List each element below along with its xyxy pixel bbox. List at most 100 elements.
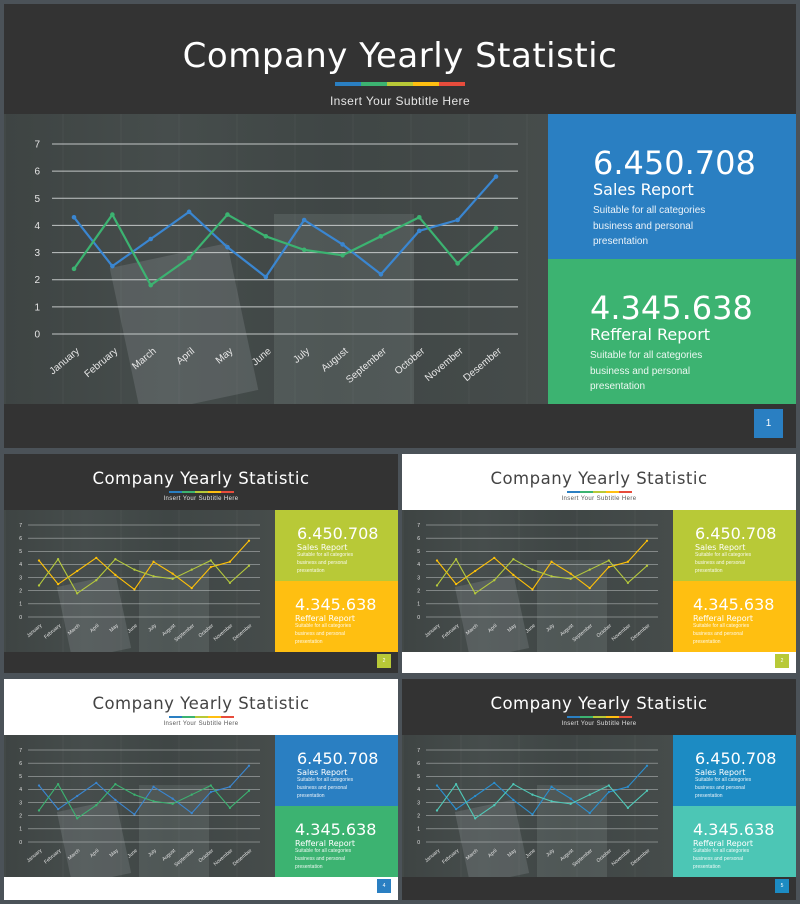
sales-title: Sales Report <box>695 768 746 777</box>
y-tick-label: 0 <box>417 615 420 621</box>
data-point <box>435 809 439 812</box>
data-point <box>171 577 174 581</box>
y-tick-label: 7 <box>19 523 22 529</box>
data-point <box>416 214 422 220</box>
series-line <box>436 540 648 590</box>
data-point <box>454 783 458 786</box>
x-tick-label: September <box>571 623 594 644</box>
data-point <box>512 783 515 786</box>
slide-title: Company Yearly Statistic <box>490 694 708 713</box>
chart-area: 0 1 2 3 4 5 6 7 January February March April May June… <box>402 735 673 877</box>
data-point <box>76 592 79 595</box>
x-tick-label: July <box>545 623 556 634</box>
y-tick-label: 6 <box>417 536 420 542</box>
data-point <box>171 572 174 575</box>
data-point <box>512 798 515 802</box>
data-point <box>71 214 77 220</box>
slide-title: Company Yearly Statistic <box>92 469 310 488</box>
data-point <box>209 559 212 562</box>
x-tick-label: April <box>487 848 499 859</box>
sales-value: 6.450.708 <box>695 749 777 768</box>
refferal-description: Suitable for all categories business and… <box>693 848 750 870</box>
slide-subtitle: Insert Your Subtitle Here <box>561 721 637 727</box>
data-point <box>645 564 649 567</box>
y-tick-label: 0 <box>19 840 22 846</box>
data-point <box>110 263 115 269</box>
refferal-value: 4.345.638 <box>590 289 753 327</box>
data-point <box>190 568 193 571</box>
x-tick-label: June <box>127 848 139 860</box>
refferal-value: 4.345.638 <box>295 595 377 614</box>
data-point <box>569 572 572 575</box>
data-point <box>531 588 534 591</box>
data-point <box>95 556 98 560</box>
slide-footer <box>4 404 796 448</box>
x-tick-label: August <box>161 848 177 863</box>
data-point <box>416 228 422 234</box>
y-tick-label: 3 <box>19 800 22 806</box>
x-tick-label: May <box>109 848 120 859</box>
refferal-report-panel: 4.345.638 Refferal Report Suitable for a… <box>673 581 796 652</box>
data-point <box>209 565 212 569</box>
y-tick-label: 4 <box>34 221 40 232</box>
series-line <box>73 175 497 279</box>
data-point <box>493 579 496 582</box>
y-tick-label: 5 <box>417 774 420 780</box>
data-point <box>493 804 496 807</box>
data-point <box>247 539 251 542</box>
y-tick-label: 2 <box>417 588 420 594</box>
data-point <box>645 764 649 767</box>
y-tick-label: 3 <box>19 575 22 581</box>
x-tick-label: March <box>130 346 158 372</box>
x-tick-label: Desember <box>232 623 254 643</box>
slide-footer <box>402 877 796 900</box>
y-tick-label: 2 <box>417 813 420 819</box>
y-tick-label: 7 <box>417 748 420 754</box>
refferal-title: Refferal Report <box>693 839 754 848</box>
x-tick-label: March <box>67 848 82 862</box>
data-point <box>569 802 572 806</box>
x-tick-label: September <box>173 848 196 869</box>
data-point <box>569 797 572 800</box>
series-line <box>436 765 648 815</box>
x-tick-label: May <box>214 346 236 367</box>
data-point <box>247 764 251 767</box>
sales-report-panel: 6.450.708 Sales Report Suitable for all … <box>275 510 398 581</box>
thumbnail-slide-3: Company Yearly Statistic Insert Your Sub… <box>4 679 398 900</box>
data-point <box>152 785 155 788</box>
series-line <box>38 540 250 590</box>
data-point <box>263 233 269 239</box>
data-point <box>37 784 41 787</box>
data-point <box>76 569 79 573</box>
accent-bar <box>566 716 632 718</box>
y-tick-label: 2 <box>34 275 40 286</box>
sales-report-panel: 6.450.708 Sales Report Suitable for all … <box>673 510 796 581</box>
slide-subtitle: Insert Your Subtitle Here <box>163 496 239 502</box>
data-point <box>148 282 154 288</box>
refferal-title: Refferal Report <box>693 614 754 623</box>
y-tick-label: 6 <box>34 167 40 178</box>
x-tick-label: January <box>26 848 44 864</box>
sales-value: 6.450.708 <box>695 524 777 543</box>
data-point <box>493 781 496 785</box>
slide-subtitle: Insert Your Subtitle Here <box>329 94 471 108</box>
data-point <box>133 568 136 571</box>
data-point <box>454 807 458 811</box>
x-tick-label: January <box>48 346 82 377</box>
x-tick-label: July <box>545 848 556 859</box>
slide-header: Company Yearly Statistic Insert Your Sub… <box>402 679 796 735</box>
data-point <box>76 817 79 820</box>
data-point <box>95 804 98 807</box>
line-chart: 0 1 2 3 4 5 6 7 January February March April May June… <box>19 748 260 869</box>
x-tick-label: April <box>89 848 101 859</box>
data-point <box>301 217 307 223</box>
x-tick-label: August <box>161 623 177 638</box>
data-point <box>190 793 193 796</box>
x-tick-label: June <box>127 623 139 635</box>
thumbnail-slide-2: Company Yearly Statistic Insert Your Sub… <box>402 454 796 673</box>
data-point <box>340 252 345 258</box>
x-tick-label: July <box>147 623 158 634</box>
data-point <box>186 255 192 261</box>
x-tick-label: November <box>213 623 235 643</box>
line-chart: 0 1 2 3 4 5 6 7 January February March April May June… <box>34 140 518 386</box>
